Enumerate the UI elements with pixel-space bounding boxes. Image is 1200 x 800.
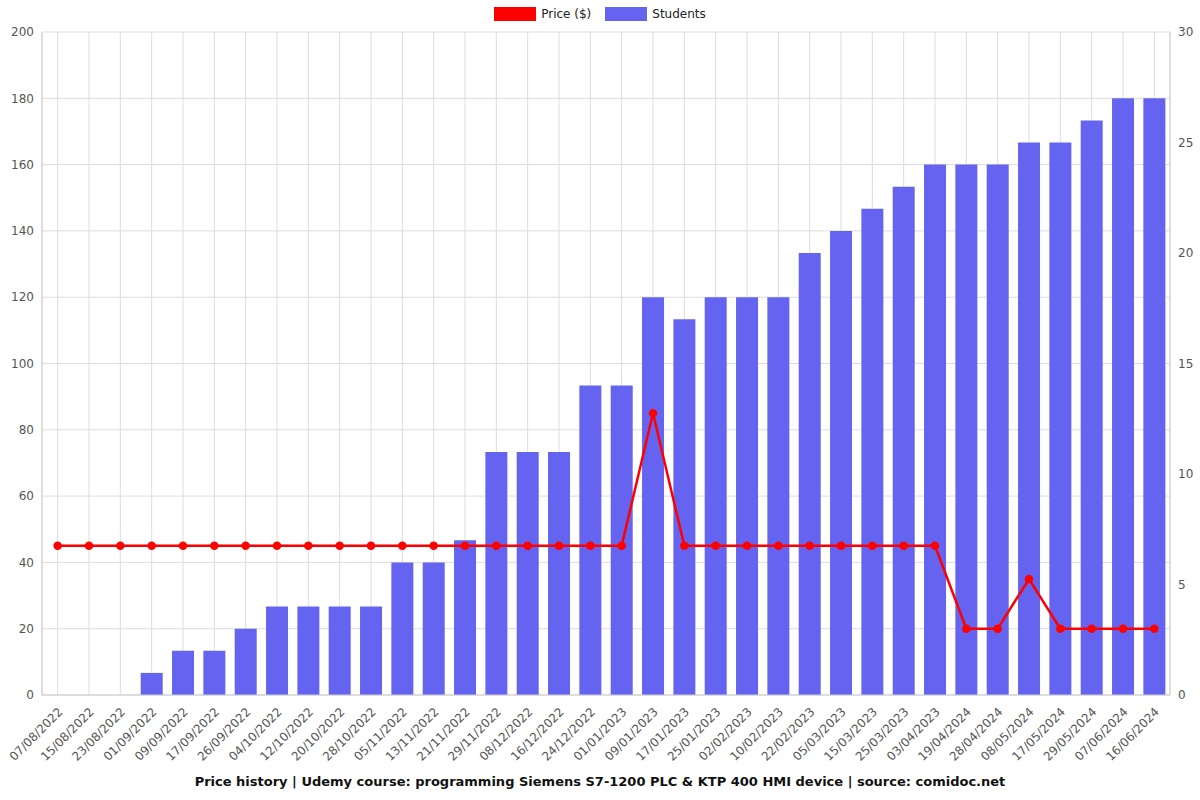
svg-text:17/01/2023: 17/01/2023 [633, 704, 693, 764]
svg-text:20/10/2022: 20/10/2022 [288, 704, 348, 764]
svg-text:24/12/2022: 24/12/2022 [539, 704, 599, 764]
html-text:Students: Students [652, 7, 706, 21]
svg-text:08/05/2024: 08/05/2024 [978, 704, 1037, 764]
svg-text:02/02/2023: 02/02/2023 [696, 704, 755, 764]
html-text:Price ($): Price ($) [541, 7, 592, 21]
svg-text:15/08/2022: 15/08/2022 [38, 704, 97, 764]
svg-text:16/12/2022: 16/12/2022 [508, 704, 567, 764]
html-text:Price history | Udemy course:: Price history | Udemy course: programmin… [194, 774, 1006, 789]
svg-text:10: 10 [1178, 467, 1192, 481]
svg-text:29/11/2022: 29/11/2022 [445, 704, 505, 764]
svg-text:28/10/2022: 28/10/2022 [320, 704, 379, 764]
svg-text:0: 0 [26, 688, 34, 702]
svg-text:0: 0 [1178, 688, 1186, 702]
svg-text:5: 5 [1178, 578, 1186, 592]
svg-text:21/11/2022: 21/11/2022 [414, 704, 473, 764]
svg-text:100: 100 [11, 357, 34, 371]
svg-text:10/02/2023: 10/02/2023 [727, 704, 787, 764]
svg-text:09/01/2023: 09/01/2023 [602, 704, 661, 764]
svg-text:25/01/2023: 25/01/2023 [664, 704, 724, 764]
svg-text:40: 40 [19, 556, 34, 570]
svg-text:12/10/2022: 12/10/2022 [257, 704, 317, 764]
svg-text:160: 160 [11, 158, 34, 172]
svg-text:200: 200 [11, 25, 34, 39]
svg-text:29/05/2024: 29/05/2024 [1040, 704, 1100, 764]
svg-text:17/05/2024: 17/05/2024 [1009, 704, 1069, 764]
svg-text:15: 15 [1178, 357, 1192, 371]
svg-text:28/04/2024: 28/04/2024 [946, 704, 1006, 764]
svg-text:22/02/2023: 22/02/2023 [758, 704, 818, 764]
svg-text:16/06/2024: 16/06/2024 [1103, 705, 1162, 764]
svg-text:80: 80 [19, 423, 34, 437]
svg-text:01/01/2023: 01/01/2023 [570, 704, 630, 764]
svg-text:04/10/2022: 04/10/2022 [226, 704, 285, 764]
svg-text:60: 60 [19, 489, 34, 503]
svg-text:08/12/2022: 08/12/2022 [476, 704, 536, 764]
svg-text:13/11/2022: 13/11/2022 [382, 704, 442, 764]
svg-text:140: 140 [11, 224, 34, 238]
svg-text:120: 120 [11, 290, 34, 304]
svg-text:09/09/2022: 09/09/2022 [132, 704, 191, 764]
svg-text:07/06/2024: 07/06/2024 [1072, 704, 1131, 764]
svg-text:05/11/2022: 05/11/2022 [351, 704, 411, 764]
svg-text:20: 20 [19, 622, 34, 636]
svg-text:20: 20 [1178, 246, 1192, 260]
svg-text:05/03/2023: 05/03/2023 [790, 704, 849, 764]
svg-text:26/09/2022: 26/09/2022 [194, 704, 254, 764]
svg-text:25/03/2023: 25/03/2023 [852, 704, 912, 764]
svg-text:01/09/2022: 01/09/2022 [100, 704, 160, 764]
svg-text:19/04/2024: 19/04/2024 [915, 704, 975, 764]
svg-text:15/03/2023: 15/03/2023 [821, 704, 881, 764]
svg-text:30: 30 [1178, 25, 1192, 39]
svg-text:23/08/2022: 23/08/2022 [69, 704, 129, 764]
svg-text:180: 180 [11, 92, 34, 106]
svg-text:25: 25 [1178, 136, 1192, 150]
svg-text:03/04/2023: 03/04/2023 [884, 704, 943, 764]
svg-text:17/09/2022: 17/09/2022 [163, 704, 223, 764]
